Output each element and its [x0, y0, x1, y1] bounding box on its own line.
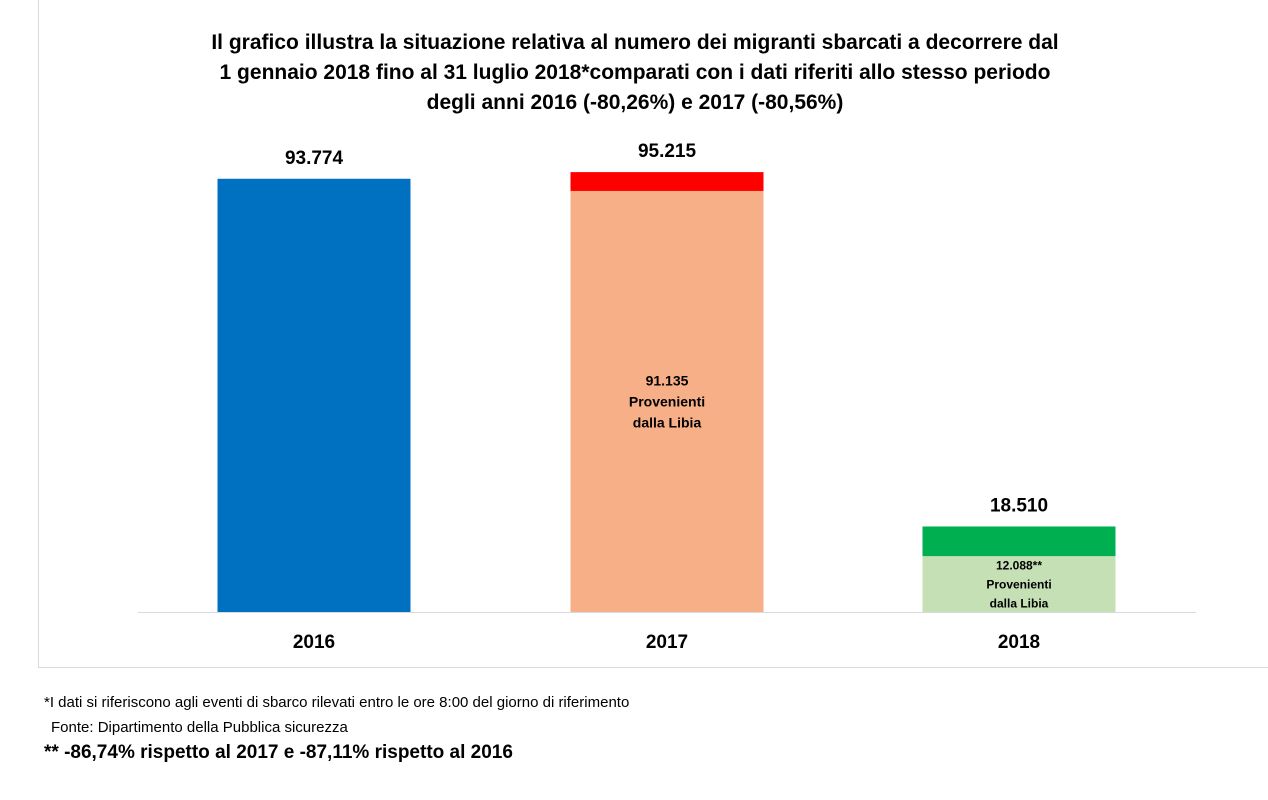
- footnote-source: Fonte: Dipartimento della Pubblica sicur…: [51, 719, 348, 736]
- bar-2017-segment-label-line-3: dalla Libia: [633, 414, 702, 430]
- bar-chart: 93.774 2016 91.135 Provenienti dalla Libia 9…: [138, 141, 1196, 653]
- chart-title-line-2: 1 gennaio 2018 fino al 31 luglio 2018*co…: [219, 61, 1051, 84]
- bar-2017-segment-label-line-1: 91.135: [646, 372, 689, 388]
- chart-title-line-3: degli anni 2016 (-80,26%) e 2017 (-80,56…: [426, 91, 844, 114]
- bar-2018-segment-label-line-1: 12.088**: [996, 558, 1042, 572]
- x-tick-label-2016: 2016: [293, 632, 335, 653]
- bar-2017-segment-2: [570, 172, 764, 191]
- bar-2018-total-label: 18.510: [990, 495, 1048, 516]
- chart-title: Il grafico illustra la situazione relati…: [160, 28, 1110, 118]
- x-tick-label-2017: 2017: [646, 632, 688, 653]
- chart-frame: [38, 0, 1268, 668]
- bar-2017-segment-1: [570, 190, 764, 612]
- bar-2018-segment-label-line-2: Provenienti: [986, 577, 1051, 591]
- bar-2018-segment-1: [922, 556, 1116, 612]
- bar-2016-segment-1: [217, 178, 411, 613]
- bar-2018-segment-label-line-3: dalla Libia: [990, 596, 1049, 610]
- bar-2017-total-label: 95.215: [638, 141, 697, 162]
- bar-2016-total-label: 93.774: [285, 148, 344, 169]
- footnote-data-source-timing: *I dati si riferiscono agli eventi di sb…: [44, 694, 630, 711]
- x-tick-label-2018: 2018: [998, 632, 1040, 653]
- bar-2017-segment-label-line-2: Provenienti: [629, 393, 705, 409]
- chart-title-line-1: Il grafico illustra la situazione relati…: [211, 31, 1059, 54]
- bar-2018-segment-2: [922, 526, 1116, 557]
- footnote-percent-comparison: ** -86,74% rispetto al 2017 e -87,11% ri…: [44, 742, 513, 763]
